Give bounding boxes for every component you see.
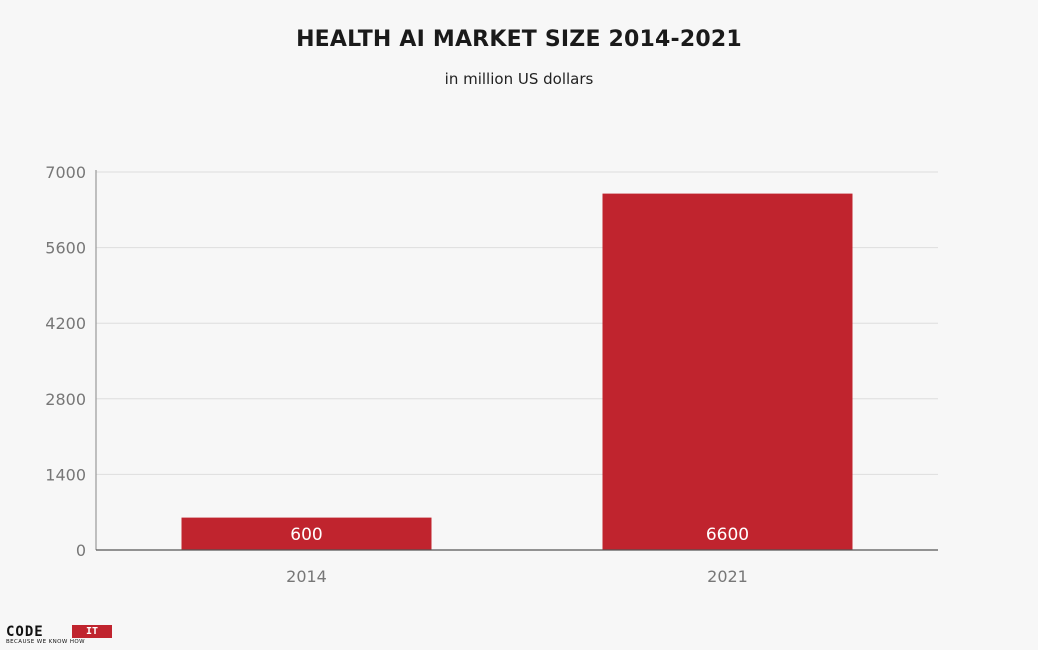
axes xyxy=(95,170,938,551)
x-tick-label: 2014 xyxy=(286,567,327,586)
data-label: 6600 xyxy=(706,525,749,545)
y-tick-label: 2800 xyxy=(45,390,86,409)
chart-title: HEALTH AI MARKET SIZE 2014-2021 xyxy=(296,27,742,52)
bar-2021 xyxy=(602,193,853,550)
y-tick-label: 5600 xyxy=(45,239,86,258)
bar-2014 xyxy=(181,517,432,550)
code-it-logo: CODE IT BECAUSE WE KNOW HOW xyxy=(6,624,112,648)
logo-tagline: BECAUSE WE KNOW HOW xyxy=(6,639,85,645)
y-tick-label: 7000 xyxy=(45,163,86,182)
x-axis-labels: 2014 2021 xyxy=(286,567,748,586)
y-tick-label: 1400 xyxy=(45,465,86,484)
logo-code-text: CODE xyxy=(6,624,44,640)
y-tick-label: 4200 xyxy=(45,314,86,333)
logo-it-badge: IT xyxy=(72,625,112,638)
bars: 600 6600 xyxy=(181,193,853,550)
y-axis-ticks: 0 1400 2800 4200 5600 7000 xyxy=(45,163,86,560)
x-tick-label: 2021 xyxy=(707,567,748,586)
y-tick-label: 0 xyxy=(76,541,86,560)
chart-subtitle: in million US dollars xyxy=(444,70,594,88)
data-label: 600 xyxy=(290,525,322,545)
